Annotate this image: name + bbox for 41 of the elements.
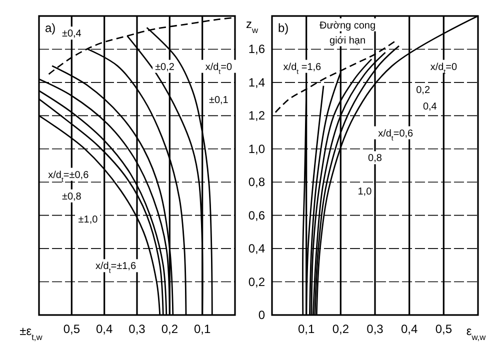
annotation: 1,0 bbox=[358, 186, 372, 198]
annotation: 0,8 bbox=[368, 153, 382, 164]
text: a) bbox=[45, 21, 56, 35]
y-tick-label: 0,2 bbox=[248, 274, 266, 289]
x-tick-label: 0,4 bbox=[96, 322, 113, 336]
x-tick-label: 0,4 bbox=[400, 322, 418, 336]
annotation: ±0,4 bbox=[62, 28, 82, 40]
annotation: ±1,0 bbox=[78, 214, 98, 226]
annotation: x/d$_{t}$=±0,6 bbox=[48, 170, 90, 184]
text: b) bbox=[278, 21, 289, 35]
annotation: ±0,8 bbox=[62, 191, 82, 202]
y-tick-label: 1,4 bbox=[248, 75, 266, 90]
x-tick-label: 0,3 bbox=[128, 322, 146, 336]
annotation: x/d$_{t}$=±1,6 bbox=[96, 261, 136, 275]
x-tick-label: 0,2 bbox=[161, 322, 178, 336]
x-tick-label: 0,5 bbox=[435, 322, 452, 336]
x-tick-label: 0,2 bbox=[332, 322, 350, 336]
y-axis-title: z$_{w}$ bbox=[246, 17, 259, 35]
annotation: 0,2 bbox=[416, 85, 430, 96]
x-tick-label: 0,1 bbox=[194, 322, 211, 336]
y-tick-label: 0,4 bbox=[248, 242, 266, 256]
annotation: ±0,2 bbox=[155, 62, 175, 73]
annotation: giới hạn bbox=[330, 35, 366, 46]
y-tick-label: 1,2 bbox=[248, 108, 266, 123]
x-tick-label: 0,1 bbox=[298, 322, 315, 336]
annotation: ±0,1 bbox=[208, 95, 229, 106]
x-tick-label: 0,3 bbox=[366, 322, 384, 336]
annotation: x/d$_{t}$=0 bbox=[205, 62, 232, 76]
annotation: 0,4 bbox=[422, 102, 438, 113]
y-tick-label: 1,6 bbox=[248, 42, 266, 56]
y-tick-label: 1,0 bbox=[248, 142, 266, 156]
y-tick-label: 0 bbox=[258, 308, 266, 322]
x-tick-label: 0,5 bbox=[63, 322, 80, 336]
y-tick-label: 0,6 bbox=[248, 208, 266, 222]
annotation: x/d$_{t}$=0,6 bbox=[378, 128, 414, 142]
x-axis-title: ±ε$_{t,w}$ bbox=[20, 324, 44, 342]
annotation: Đường cong bbox=[320, 20, 376, 32]
annotation: x/d$_{t}$=0 bbox=[430, 62, 458, 76]
annotation: x/d$_{t}$ =1,6 bbox=[283, 62, 322, 76]
x-axis-title: ε$_{w,w}$ bbox=[466, 324, 487, 342]
y-tick-label: 0,8 bbox=[248, 175, 266, 190]
